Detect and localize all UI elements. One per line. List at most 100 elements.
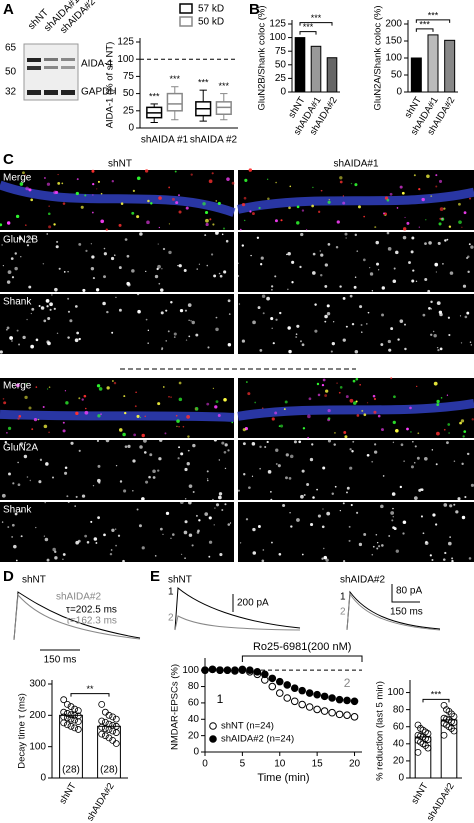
data-point xyxy=(105,720,113,728)
puncta xyxy=(231,421,234,424)
puncta xyxy=(11,276,15,279)
puncta xyxy=(271,417,275,421)
puncta xyxy=(241,339,246,343)
puncta xyxy=(46,340,50,344)
puncta xyxy=(458,220,462,225)
puncta xyxy=(165,511,170,516)
puncta xyxy=(453,503,456,506)
box xyxy=(166,92,183,112)
y-tick-label: 0 xyxy=(280,87,286,98)
legend-marker xyxy=(209,735,217,743)
puncta xyxy=(24,395,28,400)
puncta xyxy=(131,211,135,215)
puncta xyxy=(321,557,324,560)
data-point xyxy=(335,710,344,719)
puncta xyxy=(159,527,163,531)
data-point xyxy=(201,666,209,674)
y-tick-label: 100 xyxy=(29,741,46,752)
puncta xyxy=(25,224,27,226)
puncta xyxy=(460,419,465,423)
puncta xyxy=(375,533,378,536)
puncta xyxy=(205,218,209,223)
puncta xyxy=(106,310,109,314)
puncta xyxy=(334,485,337,488)
puncta xyxy=(317,393,321,397)
y-tick-label: 200 xyxy=(385,19,402,30)
puncta xyxy=(206,478,209,480)
data-point xyxy=(71,716,79,724)
row-label: Shank xyxy=(3,505,32,516)
puncta xyxy=(212,498,214,501)
puncta xyxy=(435,174,438,177)
puncta xyxy=(336,382,338,384)
data-point xyxy=(109,713,117,721)
puncta xyxy=(261,559,265,563)
puncta xyxy=(339,510,341,512)
significance-bracket xyxy=(415,19,451,23)
puncta xyxy=(451,559,454,563)
puncta xyxy=(18,237,20,239)
puncta xyxy=(331,342,335,346)
micrograph xyxy=(0,294,234,354)
scale-label: 200 pA xyxy=(237,598,269,609)
puncta xyxy=(165,309,168,312)
puncta xyxy=(462,435,465,438)
puncta xyxy=(404,216,406,219)
puncta xyxy=(95,288,100,292)
micrographs: shNT shAIDA#1 Merge GluN2B Shank Merge GluN2… xyxy=(0,159,474,563)
puncta xyxy=(326,311,331,316)
data-point xyxy=(63,721,71,729)
puncta xyxy=(300,232,304,237)
puncta xyxy=(346,486,350,490)
puncta xyxy=(96,188,98,190)
puncta xyxy=(214,231,219,236)
puncta xyxy=(92,194,94,196)
marker-label: 65 xyxy=(5,43,17,54)
puncta xyxy=(381,544,384,547)
puncta xyxy=(324,394,328,397)
data-point xyxy=(424,744,432,752)
significance: *** xyxy=(419,19,430,29)
data-point xyxy=(98,700,106,708)
puncta xyxy=(282,504,286,508)
puncta xyxy=(103,275,106,279)
puncta xyxy=(404,347,407,351)
puncta xyxy=(231,181,235,185)
x-tick-label: 5 xyxy=(240,759,246,770)
puncta xyxy=(432,330,435,333)
puncta xyxy=(139,232,143,236)
puncta xyxy=(446,238,449,241)
puncta xyxy=(338,391,341,394)
scale-label: 150 ms xyxy=(44,655,77,666)
puncta xyxy=(124,411,127,415)
puncta xyxy=(184,557,186,559)
puncta xyxy=(436,403,440,406)
puncta xyxy=(264,445,267,449)
trace xyxy=(13,591,141,641)
puncta xyxy=(15,559,18,562)
puncta xyxy=(62,429,66,433)
dendrite xyxy=(237,399,474,421)
puncta xyxy=(298,440,302,444)
puncta xyxy=(111,180,114,183)
micrograph xyxy=(238,294,474,354)
y-axis-label: % reduction (last 5 min) xyxy=(375,681,386,781)
data-point xyxy=(67,722,75,730)
trace xyxy=(174,615,301,631)
puncta xyxy=(346,491,348,494)
column-header: shAIDA#1 xyxy=(333,159,378,170)
puncta xyxy=(447,541,452,546)
puncta xyxy=(194,408,197,410)
puncta xyxy=(187,435,190,438)
puncta xyxy=(288,349,292,354)
puncta xyxy=(321,525,325,529)
puncta xyxy=(271,289,273,291)
significance: ** xyxy=(86,684,94,694)
micrograph xyxy=(238,502,474,562)
puncta xyxy=(305,229,308,231)
puncta xyxy=(430,195,433,197)
puncta xyxy=(219,274,223,278)
y-tick-label: 60 xyxy=(188,698,200,709)
puncta xyxy=(12,482,15,485)
puncta xyxy=(424,541,429,545)
